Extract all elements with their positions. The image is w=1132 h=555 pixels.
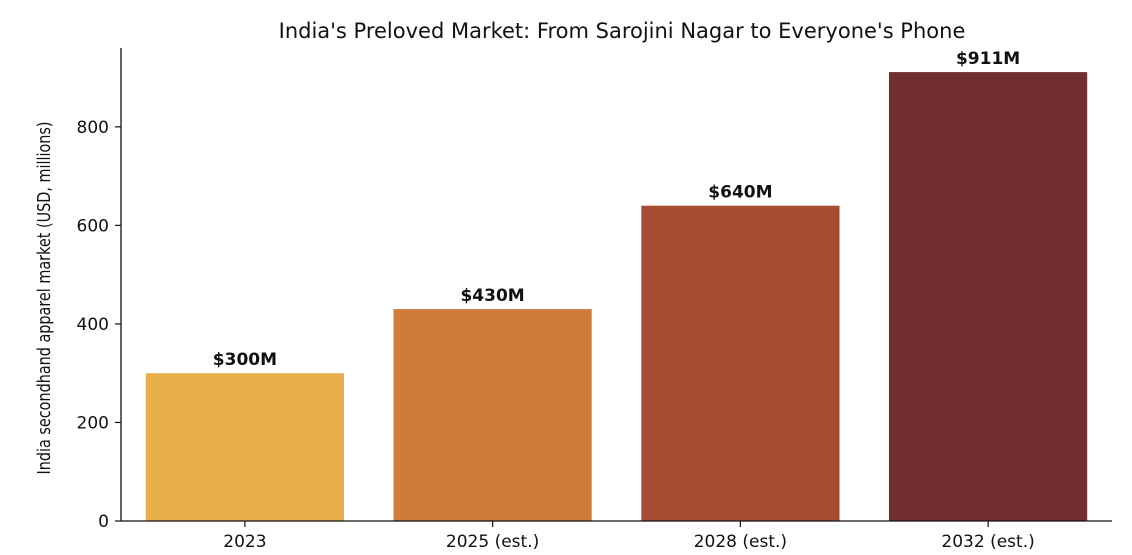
bar-2025 xyxy=(393,309,592,521)
axes-layer: 2023 2025 (est.) 2028 (est.) 2032 (est.) 0 20… xyxy=(77,48,1112,552)
bar-2028 xyxy=(641,205,840,521)
bar-2032 xyxy=(889,72,1088,521)
bar-value-label: $300M xyxy=(213,350,277,370)
x-tick-label: 2032 (est.) xyxy=(941,532,1034,552)
chart-title: India's Preloved Market: From Sarojini N… xyxy=(279,19,966,43)
y-tick-label: 200 xyxy=(77,414,109,434)
bar-value-label: $911M xyxy=(956,49,1020,69)
y-tick-label: 400 xyxy=(77,315,109,335)
x-tick-label: 2028 (est.) xyxy=(694,532,787,552)
bars-layer: $300M $430M $640M $911M xyxy=(145,49,1088,521)
x-tick-label: 2025 (est.) xyxy=(446,532,539,552)
y-tick-label: 800 xyxy=(77,118,109,138)
x-tick-label: 2023 xyxy=(223,532,266,552)
y-tick-label: 600 xyxy=(77,216,109,236)
bar-value-label: $430M xyxy=(460,286,524,306)
bar-2023 xyxy=(145,373,344,521)
bar-value-label: $640M xyxy=(708,183,772,203)
y-tick-label: 0 xyxy=(98,512,109,532)
y-axis-label: India secondhand apparel market (USD, mi… xyxy=(33,122,54,475)
